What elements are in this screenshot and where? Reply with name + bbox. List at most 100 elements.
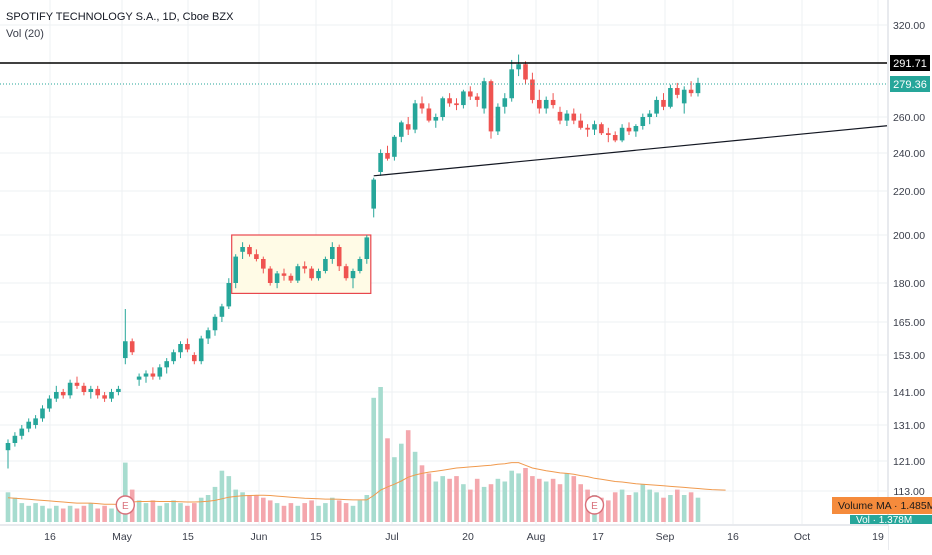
current-price-tag xyxy=(890,76,930,92)
time-axis[interactable]: 16 May 15 Jun 15 Jul 20 Aug 17 Sep 16 Oct 19 xyxy=(0,524,888,550)
volume-bar xyxy=(447,478,452,522)
candle xyxy=(185,338,190,353)
volume-bar xyxy=(378,387,383,522)
candle xyxy=(212,314,218,336)
candle xyxy=(323,256,328,274)
candle xyxy=(378,149,383,176)
candle-body xyxy=(40,408,45,419)
consolidation-box xyxy=(231,234,372,295)
candle xyxy=(654,96,659,117)
candle-body xyxy=(495,106,501,132)
candle xyxy=(564,110,570,126)
price-tick-label: 165.00 xyxy=(893,317,925,329)
candle-body xyxy=(261,259,266,269)
candle-body xyxy=(226,283,232,307)
candle-body xyxy=(675,88,680,95)
candle-body xyxy=(523,64,528,80)
time-tick-label: 16 xyxy=(44,531,56,543)
candle xyxy=(81,382,87,396)
volume-bar xyxy=(357,500,363,522)
candle xyxy=(412,99,418,134)
candle-body xyxy=(578,120,583,128)
candle xyxy=(157,364,163,380)
candle xyxy=(198,335,204,365)
candle xyxy=(274,271,280,289)
candle-body xyxy=(647,113,652,117)
volume-bar xyxy=(309,500,314,522)
price-axis[interactable]: 320.00 291.71 279.36 260.00 240.00 220.00 200.… xyxy=(832,0,932,550)
candle-body xyxy=(60,392,66,396)
volume-bar xyxy=(316,505,321,522)
candle xyxy=(675,82,680,99)
volume-bar xyxy=(26,505,31,522)
candle xyxy=(612,131,618,143)
candle xyxy=(316,268,321,281)
candle xyxy=(26,418,31,433)
candle-body xyxy=(385,153,390,159)
volume-indicator-label[interactable]: Vol (20) xyxy=(6,28,44,40)
candle xyxy=(371,177,376,218)
candle xyxy=(633,124,639,137)
candle-body xyxy=(192,355,197,362)
volume-bar xyxy=(336,500,342,522)
volume-bar xyxy=(226,476,232,522)
volume-bars xyxy=(5,387,726,522)
candlestick-series xyxy=(5,54,701,469)
candle-body xyxy=(102,395,107,399)
candle-body xyxy=(371,179,376,209)
candle-body xyxy=(185,344,190,350)
candle-body xyxy=(509,69,514,99)
candle-body xyxy=(433,117,439,121)
volume-bar xyxy=(47,508,52,522)
candle xyxy=(426,103,432,123)
candle xyxy=(233,254,238,289)
candle xyxy=(385,145,390,161)
candle xyxy=(88,385,94,399)
candle-body xyxy=(378,153,383,172)
candle-body xyxy=(150,373,156,377)
candle-body xyxy=(419,103,425,109)
candle xyxy=(330,242,335,264)
candle-body xyxy=(564,113,570,121)
consolidation-rectangle xyxy=(231,234,372,295)
candle xyxy=(392,135,397,161)
symbol-title[interactable]: SPOTIFY TECHNOLOGY S.A., 1D, Cboe BZX xyxy=(6,11,234,23)
candle-body xyxy=(164,361,169,368)
candle xyxy=(543,96,549,114)
volume-bar xyxy=(302,503,307,522)
candle-body xyxy=(399,122,404,137)
candle-body xyxy=(247,247,252,255)
candle-body xyxy=(302,266,307,269)
volume-bar xyxy=(81,505,87,522)
candle xyxy=(19,425,25,440)
candle-body xyxy=(267,268,273,283)
volume-bar xyxy=(385,438,390,522)
volume-bar xyxy=(192,503,197,522)
candle-body xyxy=(571,113,577,121)
candle xyxy=(502,93,508,114)
grid-lines xyxy=(0,0,887,524)
candle-body xyxy=(350,271,356,279)
candle xyxy=(192,352,197,365)
candle xyxy=(40,405,45,422)
candle-body xyxy=(54,392,59,399)
candle xyxy=(405,117,411,135)
volume-bar xyxy=(157,505,163,522)
volume-bar xyxy=(454,476,459,522)
volume-bar xyxy=(474,478,480,522)
candle xyxy=(619,124,625,143)
candle xyxy=(281,268,287,281)
candle xyxy=(461,89,466,109)
volume-bar xyxy=(330,497,335,522)
candle xyxy=(67,379,73,399)
candle-body xyxy=(530,79,535,100)
volume-bar xyxy=(240,492,245,522)
volume-bar xyxy=(5,492,11,522)
time-tick-label: Jun xyxy=(251,531,268,543)
candle xyxy=(454,98,459,111)
candle xyxy=(302,261,307,274)
time-axis-bg xyxy=(0,525,888,550)
